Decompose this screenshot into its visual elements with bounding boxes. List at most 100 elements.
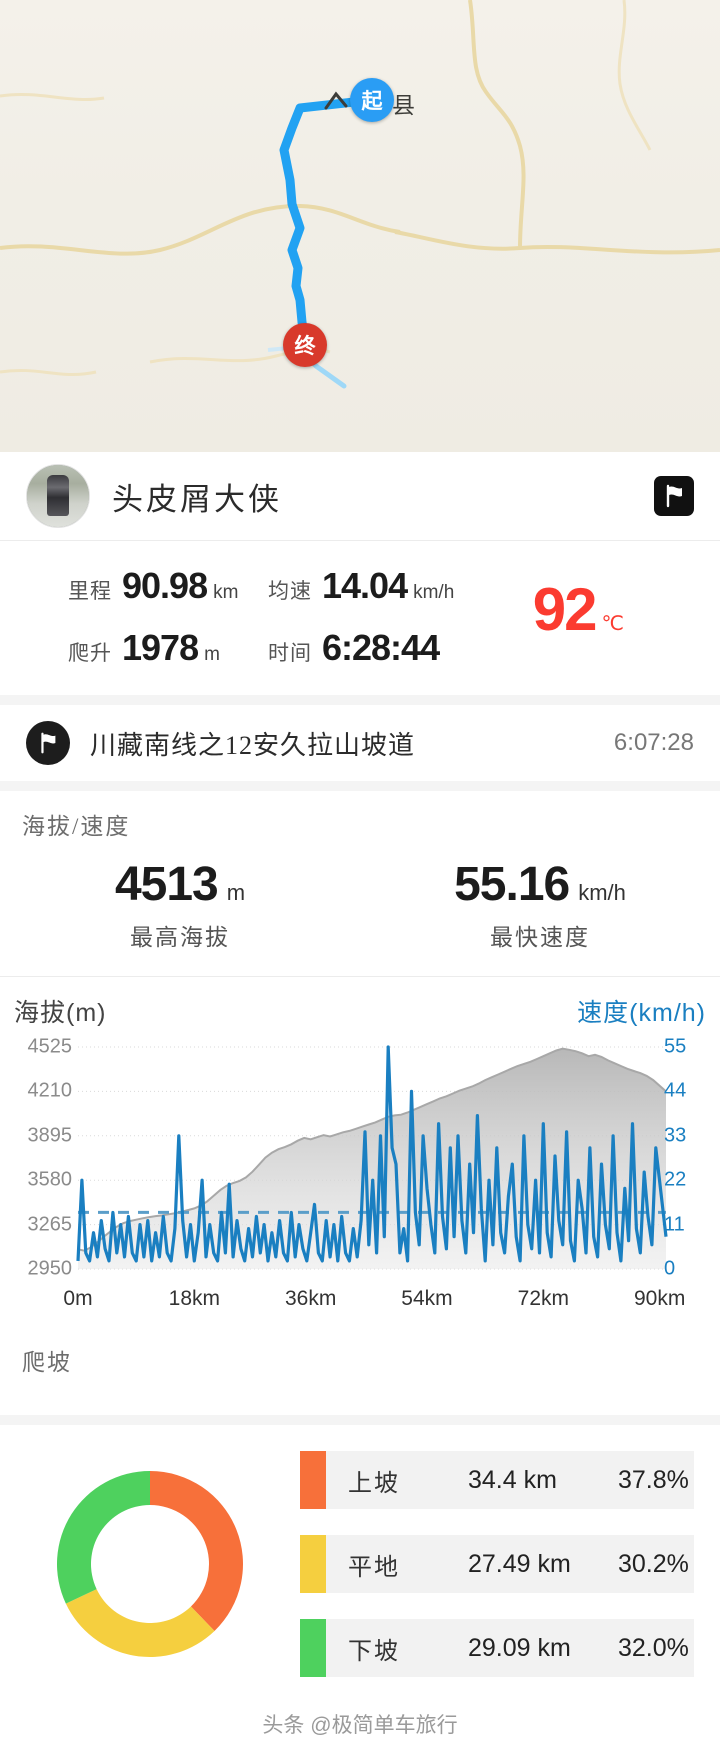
stat-duration-value: 6:28:44 <box>322 627 440 668</box>
summary-stats: 里程 90.98 km 均速 14.04 km/h 爬升 1978 m 时间 <box>0 541 720 705</box>
chart-xtick: 18km <box>168 1287 221 1310</box>
chart-xtick: 36km <box>284 1287 337 1310</box>
chart-svg <box>76 1045 668 1270</box>
watermark-platform: 头条 <box>262 1714 305 1737</box>
chart-x-axis: 0m 18km 36km 54km 72km 90km <box>0 1283 720 1325</box>
stat-climb-value: 1978 <box>122 627 199 668</box>
chart-ytick-right: 11 <box>664 1213 685 1236</box>
stat-climb-label: 爬升 <box>68 641 112 665</box>
map-end-marker[interactable]: 终 <box>283 323 327 367</box>
slope-legend-name: 上坡 <box>348 1470 400 1497</box>
stats-row-1: 里程 90.98 km 均速 14.04 km/h <box>0 565 720 607</box>
slope-distribution: 上坡 34.4 km 37.8% 平地 27.49 km 30.2% 下坡 29.09 km 3… <box>0 1425 720 1707</box>
slope-legend-swatch <box>300 1451 326 1509</box>
slope-legend-row: 下坡 29.09 km 32.0% <box>300 1619 694 1677</box>
metric-max-elevation: 4513 m 最高海拔 <box>0 857 360 952</box>
avatar[interactable] <box>26 464 90 528</box>
map-background <box>0 0 720 452</box>
metric-max-speed: 55.16 km/h 最快速度 <box>360 857 720 952</box>
stats-row-2: 爬升 1978 m 时间 6:28:44 <box>0 627 720 669</box>
chart-ytick-right: 55 <box>664 1035 687 1058</box>
route-time: 6:07:28 <box>613 729 694 756</box>
map-start-marker[interactable]: 起 <box>350 78 394 122</box>
stat-avg-speed-unit: km/h <box>413 582 455 603</box>
slope-legend-percent: 37.8% <box>618 1465 689 1494</box>
stat-distance-unit: km <box>213 582 239 603</box>
chart-xtick: 54km <box>401 1287 453 1310</box>
chart-ytick-right: 33 <box>664 1124 687 1147</box>
donut-segment-下坡 <box>56 1471 151 1604</box>
watermark: 头条 @极简单车旅行 <box>0 1709 720 1739</box>
slope-donut-svg <box>56 1471 243 1657</box>
chart-ytick-left: 3580 <box>27 1168 73 1191</box>
stat-distance-label: 里程 <box>68 579 112 603</box>
chart-xtick: 0m <box>63 1287 93 1310</box>
metric-max-speed-value-row: 55.16 km/h <box>360 857 720 912</box>
metric-max-elevation-caption: 最高海拔 <box>130 925 230 950</box>
donut-segment-上坡 <box>150 1471 243 1631</box>
stat-distance: 里程 90.98 km <box>68 565 268 607</box>
chart-ytick-left: 4525 <box>27 1035 73 1058</box>
route-row[interactable]: 川藏南线之12安久拉山坡道 6:07:28 <box>0 705 720 791</box>
stat-climb: 爬升 1978 m <box>68 627 268 669</box>
map-end-marker-label: 终 <box>294 335 316 358</box>
climb-section-title: 爬坡 <box>22 1350 72 1375</box>
stats-grid: 里程 90.98 km 均速 14.04 km/h 爬升 1978 m 时间 <box>0 565 720 669</box>
stat-avg-speed: 均速 14.04 km/h <box>268 565 508 607</box>
metric-max-elevation-unit: m <box>226 880 246 905</box>
chart-ytick-left: 3895 <box>27 1124 73 1147</box>
metric-max-elevation-value: 4513 <box>114 858 219 911</box>
stat-distance-value: 90.98 <box>122 565 208 606</box>
chart-axis-titles: 海拔(m) 速度(km/h) <box>0 993 720 1033</box>
slope-legend: 上坡 34.4 km 37.8% 平地 27.49 km 30.2% 下坡 29.09 km 3… <box>300 1451 720 1677</box>
chart-xtick: 72km <box>517 1287 570 1310</box>
slope-legend-distance: 27.49 km <box>468 1549 571 1578</box>
chart-ytick-right: 44 <box>664 1079 687 1102</box>
chart-plot-area[interactable]: 2950 3265 3580 3895 4210 4525 0 11 22 33 44 55 <box>0 1033 720 1283</box>
slope-donut-chart[interactable] <box>0 1459 300 1669</box>
chart-ytick-right: 0 <box>664 1257 676 1280</box>
stat-duration: 时间 6:28:44 <box>268 627 508 669</box>
chart-right-axis-title: 速度(km/h) <box>577 999 706 1027</box>
map-start-marker-label: 起 <box>361 90 383 113</box>
elevation-speed-chart[interactable]: 海拔(m) 速度(km/h) 2950 3265 3580 3895 4210 4525 0… <box>0 977 720 1325</box>
metric-max-speed-unit: km/h <box>578 880 626 905</box>
slope-legend-distance: 34.4 km <box>468 1465 557 1494</box>
stat-avg-speed-label: 均速 <box>268 579 312 603</box>
chart-ytick-left: 4210 <box>27 1079 73 1102</box>
stat-duration-label: 时间 <box>268 641 312 665</box>
chart-left-axis-title: 海拔(m) <box>14 999 107 1027</box>
flag-icon[interactable] <box>654 476 694 516</box>
chart-ytick-right: 22 <box>664 1168 687 1191</box>
stat-climb-unit: m <box>204 644 220 665</box>
chart-ytick-left: 3265 <box>27 1213 73 1236</box>
route-flag-icon-glyph <box>41 732 56 754</box>
slope-legend-percent: 30.2% <box>618 1549 689 1578</box>
map-vector-layer <box>0 0 720 389</box>
route-map[interactable]: 县 起 终 <box>0 0 720 452</box>
slope-legend-swatch <box>300 1619 326 1677</box>
stat-avg-speed-value: 14.04 <box>322 565 408 606</box>
user-row[interactable]: 头皮屑大侠 <box>0 452 720 541</box>
score-badge: 92 ℃ <box>533 575 624 644</box>
score-value: 92 <box>532 576 598 643</box>
chart-xtick: 90km <box>633 1287 686 1310</box>
map-poi-label-right: 县 <box>392 92 415 118</box>
elevation-metrics: 4513 m 最高海拔 55.16 km/h 最快速度 <box>0 847 720 977</box>
section-spacer <box>0 1381 720 1425</box>
route-flag-icon <box>26 721 70 765</box>
avatar-rider <box>47 474 69 516</box>
slope-legend-row: 上坡 34.4 km 37.8% <box>300 1451 694 1509</box>
slope-legend-row: 平地 27.49 km 30.2% <box>300 1535 694 1593</box>
slope-legend-percent: 32.0% <box>618 1633 689 1662</box>
slope-legend-name: 下坡 <box>348 1638 400 1665</box>
chart-ytick-left: 2950 <box>27 1257 73 1280</box>
donut-segment-平地 <box>65 1589 215 1657</box>
score-unit: ℃ <box>601 613 624 635</box>
metric-max-speed-value: 55.16 <box>454 858 570 911</box>
metric-max-speed-caption: 最快速度 <box>490 925 590 950</box>
flag-icon-glyph <box>666 484 682 508</box>
slope-legend-swatch <box>300 1535 326 1593</box>
watermark-account: @极简单车旅行 <box>310 1714 458 1737</box>
